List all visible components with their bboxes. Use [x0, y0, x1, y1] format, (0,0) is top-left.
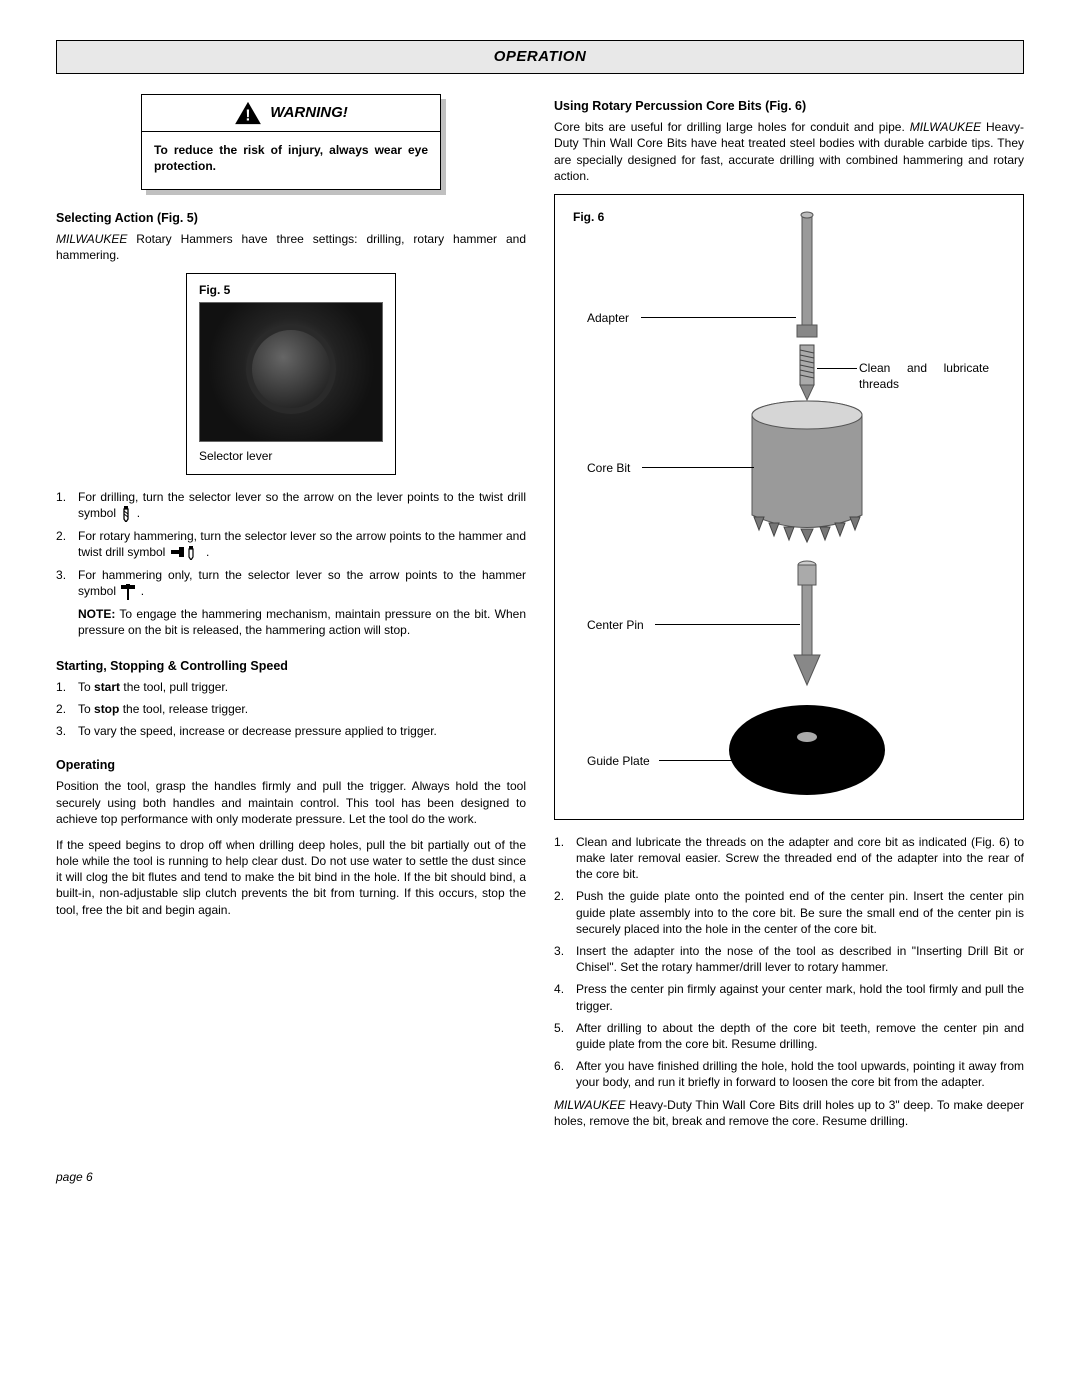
list-item: After drilling to about the depth of the…: [554, 1020, 1024, 1052]
urpcb-intro: Core bits are useful for drilling large …: [554, 119, 1024, 184]
t: After drilling to about the depth of the…: [576, 1020, 1024, 1052]
hammer-drill-icon: [171, 546, 201, 560]
brand-italic: MILWAUKEE: [910, 120, 981, 134]
hammer-icon: [121, 584, 135, 600]
li-text: For drilling, turn the selector lever so…: [78, 490, 526, 520]
fig5-image: [199, 302, 383, 442]
fig5-caption: Selector lever: [199, 448, 383, 464]
selecting-action-list: For drilling, turn the selector lever so…: [56, 489, 526, 599]
figure-6-box: Fig. 6: [554, 194, 1024, 820]
fig6-clean-label: Clean and lubricate threads: [859, 360, 989, 392]
intro-rest: Rotary Hammers have three settings: dril…: [56, 232, 526, 262]
t: Core bits are useful for drilling large …: [554, 120, 910, 134]
fig6-guideplate-label: Guide Plate: [587, 753, 650, 769]
page-number: page 6: [56, 1169, 1024, 1185]
fig6-diagram-icon: [569, 205, 1009, 805]
fig5-label: Fig. 5: [199, 282, 383, 298]
li-text: .: [141, 584, 144, 598]
t-bold: stop: [94, 702, 119, 716]
figure-5-box: Fig. 5 Selector lever: [186, 273, 396, 475]
twist-drill-icon: [121, 506, 131, 522]
selector-knob-icon: [252, 330, 330, 408]
leader-line: [655, 624, 800, 625]
list-item: Press the center pin firmly against your…: [554, 981, 1024, 1013]
li-text: .: [137, 506, 140, 520]
t: Heavy-Duty Thin Wall Core Bits drill hol…: [554, 1098, 1024, 1128]
list-item: After you have finished drilling the hol…: [554, 1058, 1024, 1090]
warning-body-text: To reduce the risk of injury, always wea…: [142, 132, 440, 188]
warning-box: ! WARNING! To reduce the risk of injury,…: [141, 94, 441, 189]
list-item: Push the guide plate onto the pointed en…: [554, 888, 1024, 937]
leader-line: [641, 317, 796, 318]
t: To vary the speed, increase or decrease …: [78, 723, 526, 739]
left-column: ! WARNING! To reduce the risk of injury,…: [56, 94, 526, 1139]
list-item: To vary the speed, increase or decrease …: [56, 723, 526, 739]
li-text: .: [206, 545, 209, 559]
core-bit-steps: Clean and lubricate the threads on the a…: [554, 834, 1024, 1091]
t: the tool, release trigger.: [119, 702, 248, 716]
selecting-action-heading: Selecting Action (Fig. 5): [56, 210, 526, 227]
selecting-action-intro: MILWAUKEE Rotary Hammers have three sett…: [56, 231, 526, 263]
two-column-layout: ! WARNING! To reduce the risk of injury,…: [56, 94, 1024, 1139]
t-bold: start: [94, 680, 120, 694]
leader-line: [642, 467, 754, 468]
fig6-adapter-label: Adapter: [587, 310, 629, 326]
operating-para2: If the speed begins to drop off when dri…: [56, 837, 526, 918]
t: To: [78, 680, 94, 694]
t: To: [78, 702, 94, 716]
li-text: For rotary hammering, turn the selector …: [78, 529, 526, 559]
list-item: Clean and lubricate the threads on the a…: [554, 834, 1024, 883]
note-block: NOTE: To engage the hammering mechanism,…: [56, 606, 526, 638]
li-text: For hammering only, turn the selector le…: [78, 568, 526, 598]
list-item: For rotary hammering, turn the selector …: [56, 528, 526, 560]
brand-italic: MILWAUKEE: [554, 1098, 625, 1112]
fig6-area: Fig. 6: [569, 205, 1009, 805]
list-item: Insert the adapter into the nose of the …: [554, 943, 1024, 975]
closing-para: MILWAUKEE Heavy-Duty Thin Wall Core Bits…: [554, 1097, 1024, 1129]
leader-line: [817, 368, 857, 369]
fig6-centerpin-label: Center Pin: [587, 617, 644, 633]
t: Push the guide plate onto the pointed en…: [576, 888, 1024, 937]
note-text: To engage the hammering mechanism, maint…: [78, 607, 526, 637]
fig6-corebit-label: Core Bit: [587, 460, 630, 476]
t: Insert the adapter into the nose of the …: [576, 943, 1024, 975]
warning-label: WARNING!: [270, 103, 348, 123]
operating-para1: Position the tool, grasp the handles fir…: [56, 778, 526, 827]
list-item: For hammering only, turn the selector le…: [56, 567, 526, 600]
urpcb-heading: Using Rotary Percussion Core Bits (Fig. …: [554, 98, 1024, 115]
brand-italic: MILWAUKEE: [56, 232, 127, 246]
t: Clean and lubricate the threads on the a…: [576, 834, 1024, 883]
list-item: To start the tool, pull trigger.: [56, 679, 526, 695]
warning-head: ! WARNING!: [142, 95, 440, 132]
svg-text:!: !: [246, 108, 251, 125]
operating-heading: Operating: [56, 757, 526, 774]
section-header: OPERATION: [56, 40, 1024, 74]
t: Press the center pin firmly against your…: [576, 981, 1024, 1013]
warning-triangle-icon: !: [234, 101, 262, 125]
note-bold: NOTE:: [78, 607, 115, 621]
sss-list: To start the tool, pull trigger. To stop…: [56, 679, 526, 740]
sss-heading: Starting, Stopping & Controlling Speed: [56, 658, 526, 675]
warning-box-wrap: ! WARNING! To reduce the risk of injury,…: [56, 94, 526, 189]
leader-line: [659, 760, 737, 761]
right-column: Using Rotary Percussion Core Bits (Fig. …: [554, 94, 1024, 1139]
t: the tool, pull trigger.: [120, 680, 228, 694]
t: After you have finished drilling the hol…: [576, 1058, 1024, 1090]
list-item: For drilling, turn the selector lever so…: [56, 489, 526, 522]
list-item: To stop the tool, release trigger.: [56, 701, 526, 717]
